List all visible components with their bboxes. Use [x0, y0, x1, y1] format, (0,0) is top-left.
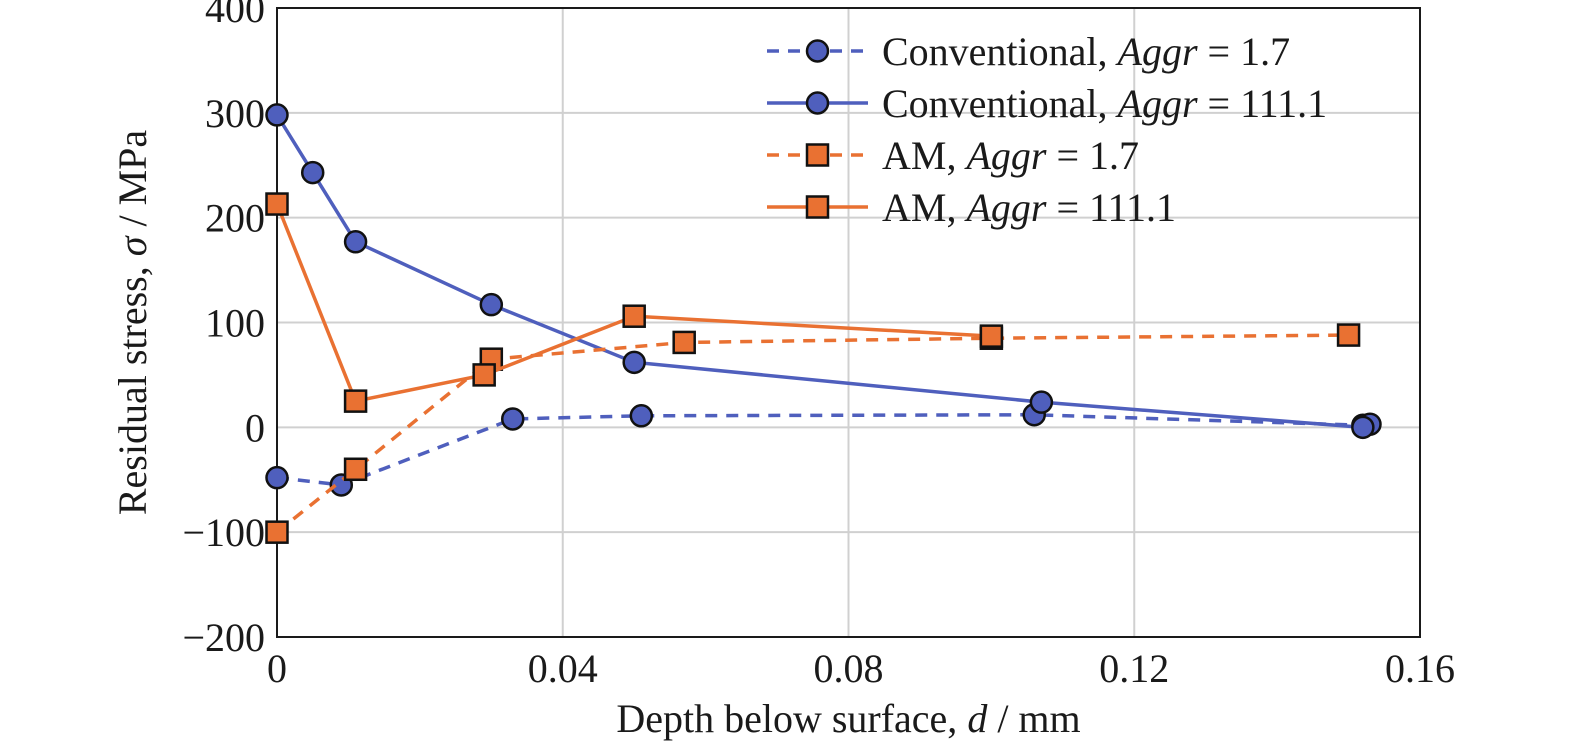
x-axis-title-symbol: d	[967, 696, 988, 741]
legend-label: AM, Aggr = 1.7	[882, 133, 1139, 178]
legend-entry: Conventional, Aggr = 1.7	[767, 29, 1290, 74]
x-tick-label: 0	[267, 646, 287, 691]
x-axis-title-unit: / mm	[987, 696, 1080, 741]
data-point	[500, 407, 525, 431]
series-3	[265, 323, 1361, 544]
x-axis-tick-labels: 0 0.04 0.08 0.12 0.16	[267, 646, 1455, 691]
legend-marker	[805, 143, 830, 167]
series-4	[265, 192, 1004, 413]
y-tick-label: 100	[205, 301, 265, 346]
legend-marker	[805, 195, 830, 219]
x-tick-label: 0.16	[1385, 646, 1455, 691]
data-point	[629, 404, 654, 428]
x-tick-label: 0.12	[1099, 646, 1169, 691]
data-point	[979, 324, 1004, 348]
data-point	[672, 330, 696, 355]
x-tick-label: 0.04	[528, 646, 598, 691]
x-axis-title-part-1: Depth below surface,	[616, 696, 967, 741]
legend-entry: Conventional, Aggr = 111.1	[767, 81, 1327, 126]
y-tick-label: −200	[182, 615, 265, 660]
data-point	[265, 465, 289, 490]
data-point	[343, 389, 368, 413]
y-tick-label: 0	[245, 405, 265, 450]
data-point	[265, 192, 289, 216]
data-point	[300, 160, 325, 185]
series-line	[276, 413, 1371, 487]
legend-label: AM, Aggr = 111.1	[882, 185, 1176, 230]
x-tick-label: 0.08	[814, 646, 884, 691]
data-point	[1351, 415, 1375, 440]
y-axis-tick-labels: −200 −100 0 100 200 300 400	[182, 0, 265, 660]
legend-label: Conventional, Aggr = 111.1	[882, 81, 1327, 126]
data-point	[265, 520, 289, 544]
data-point	[479, 292, 504, 317]
data-point	[472, 363, 496, 387]
legend: Conventional, Aggr = 1.7 Conventional, Ag…	[767, 29, 1327, 230]
data-point	[1336, 323, 1361, 347]
x-axis-title: Depth below surface, d / mm	[616, 696, 1080, 741]
legend-entry: AM, Aggr = 111.1	[767, 185, 1176, 230]
y-tick-label: −100	[182, 510, 265, 555]
data-point	[1029, 390, 1054, 414]
legend-marker	[805, 91, 830, 115]
data-point	[622, 304, 646, 328]
y-tick-label: 200	[205, 196, 265, 241]
y-tick-label: 400	[205, 0, 265, 31]
y-axis-title-part-1: Residual stress,	[110, 256, 155, 515]
series-line	[275, 333, 1349, 534]
data-point	[622, 350, 646, 375]
y-axis-title: Residual stress, σ / MPa	[110, 130, 155, 516]
y-axis-title-unit: / MPa	[110, 130, 155, 237]
legend-entry: AM, Aggr = 1.7	[767, 133, 1139, 178]
plot-area-frame	[276, 7, 1421, 638]
y-axis-title-symbol: σ	[110, 235, 155, 256]
data-point	[343, 457, 368, 482]
series-2	[265, 103, 1375, 440]
data-point	[265, 103, 289, 127]
series-1	[265, 403, 1382, 497]
data-point	[343, 230, 368, 254]
y-tick-label: 300	[205, 91, 265, 136]
legend-marker	[805, 39, 830, 63]
grid-lines	[277, 8, 1420, 637]
legend-label: Conventional, Aggr = 1.7	[882, 29, 1290, 74]
series-layer	[265, 103, 1382, 544]
